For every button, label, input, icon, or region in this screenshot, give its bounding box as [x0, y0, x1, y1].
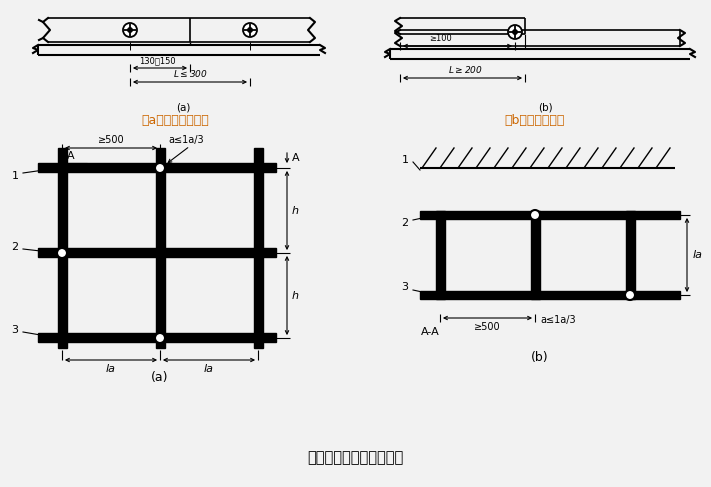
- Bar: [38, 333, 276, 342]
- Circle shape: [58, 249, 66, 257]
- Circle shape: [243, 23, 257, 37]
- Text: A: A: [67, 151, 75, 161]
- Circle shape: [128, 28, 132, 32]
- Circle shape: [530, 210, 540, 220]
- Bar: [58, 148, 67, 348]
- Text: 2: 2: [402, 218, 409, 228]
- Text: 1: 1: [11, 171, 18, 181]
- Circle shape: [625, 290, 635, 300]
- Text: (a): (a): [176, 102, 190, 112]
- Text: la: la: [204, 364, 214, 374]
- Circle shape: [513, 30, 517, 34]
- Circle shape: [123, 23, 137, 37]
- Text: 1: 1: [402, 155, 409, 165]
- Bar: [436, 211, 445, 299]
- Circle shape: [254, 249, 262, 257]
- Bar: [38, 248, 276, 257]
- Text: （b）脚手板搭接: （b）脚手板搭接: [505, 113, 565, 127]
- Text: 3: 3: [402, 282, 409, 292]
- Text: 纵向水平杆对接接头布置: 纵向水平杆对接接头布置: [307, 450, 403, 466]
- Text: (a): (a): [151, 372, 169, 385]
- Text: ≥100: ≥100: [429, 34, 451, 43]
- Circle shape: [156, 249, 164, 257]
- Bar: [38, 163, 276, 172]
- Circle shape: [155, 163, 165, 173]
- Text: 3: 3: [11, 325, 18, 335]
- Circle shape: [156, 334, 164, 342]
- Circle shape: [508, 25, 522, 39]
- Bar: [156, 148, 165, 348]
- Text: h: h: [292, 291, 299, 301]
- Circle shape: [247, 28, 252, 32]
- Text: ≥500: ≥500: [474, 322, 501, 332]
- Text: a≤1a/3: a≤1a/3: [540, 315, 576, 325]
- Circle shape: [254, 334, 262, 342]
- Circle shape: [58, 164, 66, 172]
- Text: $L\leq$300: $L\leq$300: [173, 68, 208, 79]
- Bar: [420, 291, 680, 299]
- Bar: [626, 211, 635, 299]
- Circle shape: [254, 164, 262, 172]
- Text: h: h: [292, 206, 299, 216]
- Circle shape: [156, 164, 164, 172]
- Text: A: A: [292, 153, 299, 163]
- Bar: [420, 211, 680, 219]
- Text: la: la: [693, 250, 703, 260]
- Bar: [254, 148, 263, 348]
- Bar: [531, 211, 540, 299]
- Text: A-A: A-A: [421, 327, 439, 337]
- Text: 130～150: 130～150: [139, 56, 176, 65]
- Text: 2: 2: [11, 242, 18, 252]
- Circle shape: [58, 334, 66, 342]
- Text: $L\geq$200: $L\geq$200: [448, 64, 482, 75]
- Text: la: la: [106, 364, 116, 374]
- Text: （a）脚手板对接；: （a）脚手板对接；: [141, 113, 209, 127]
- Circle shape: [57, 248, 67, 258]
- Text: (b): (b): [531, 352, 549, 364]
- Text: ≥500: ≥500: [97, 135, 124, 145]
- Text: a≤1a/3: a≤1a/3: [168, 135, 203, 145]
- Text: (b): (b): [538, 102, 552, 112]
- Circle shape: [155, 333, 165, 343]
